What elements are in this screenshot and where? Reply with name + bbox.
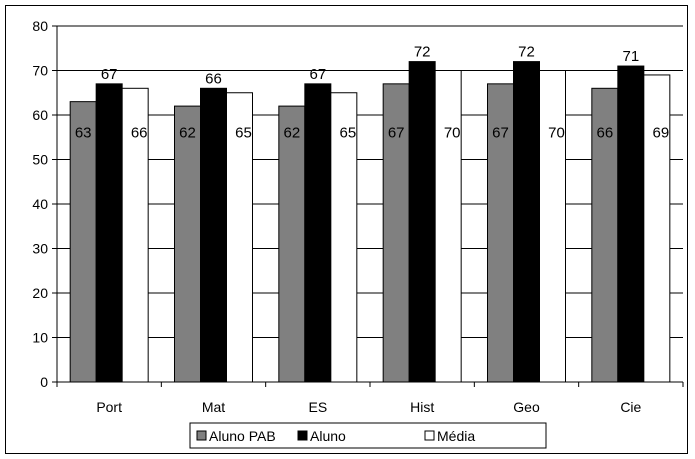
x-tick-label: Mat (202, 399, 225, 415)
y-tick-label: 20 (32, 285, 48, 301)
data-label: 72 (414, 44, 431, 61)
bar-aluno-cie (617, 65, 645, 383)
bar-m-dia-port (121, 87, 149, 383)
axes: 0 10 20 30 40 50 60 70 80 Port Mat ES Hist Geo Cie (32, 18, 684, 415)
legend-label: Média (437, 428, 475, 444)
data-label: 67 (101, 66, 118, 83)
data-label: 66 (596, 124, 613, 141)
data-label: 67 (492, 124, 509, 141)
bar-aluno-pab-hist (382, 83, 410, 383)
data-label: 65 (235, 124, 252, 141)
legend-swatch (424, 430, 435, 441)
y-tick-label: 40 (32, 196, 48, 212)
legend-label: Aluno (310, 428, 346, 444)
legend: Aluno PAB Aluno Média (189, 422, 547, 449)
bar-aluno-pab-cie (591, 87, 619, 383)
bar-aluno-es (304, 83, 332, 383)
y-tick-label: 30 (32, 241, 48, 257)
bar-aluno-pab-geo (487, 83, 514, 383)
legend-box (189, 422, 547, 449)
data-labels: 63 67 66 62 66 65 62 67 65 67 72 70 67 72 70 66 71 69 (75, 44, 669, 142)
data-label: 66 (205, 70, 222, 87)
x-tick-label: Cie (620, 399, 641, 415)
bar-aluno-pab-port (69, 101, 97, 383)
bar-m-dia-cie (643, 74, 671, 383)
data-label: 63 (75, 124, 92, 141)
y-tick-label: 0 (40, 374, 48, 390)
data-label: 69 (652, 124, 669, 141)
data-label: 62 (179, 124, 196, 141)
data-label: 67 (309, 66, 326, 83)
bar-m-dia-hist (434, 70, 462, 383)
bar-aluno-pab-es (278, 105, 306, 383)
x-tick-label: ES (308, 399, 327, 415)
bar-aluno-pab-mat (174, 105, 201, 383)
data-label: 66 (131, 124, 148, 141)
data-label: 65 (339, 124, 356, 141)
bar-aluno-mat (200, 87, 227, 383)
bar-aluno-port (95, 83, 123, 383)
bar-m-dia-mat (226, 92, 253, 383)
x-tick-label: Hist (410, 399, 434, 415)
bar-aluno-hist (408, 61, 436, 383)
data-label: 62 (283, 124, 300, 141)
y-tick-label: 60 (32, 107, 48, 123)
y-tick-label: 50 (32, 152, 48, 168)
data-label: 70 (548, 124, 565, 141)
legend-swatch (196, 430, 207, 441)
data-label: 72 (518, 44, 535, 61)
bar-m-dia-geo (539, 70, 566, 383)
x-tick-label: Geo (513, 399, 540, 415)
bars (69, 61, 671, 383)
legend-label: Aluno PAB (209, 428, 276, 444)
y-tick-label: 70 (32, 63, 48, 79)
data-label: 67 (388, 124, 405, 141)
bar-m-dia-es (330, 92, 358, 383)
bar-aluno-geo (513, 61, 540, 383)
legend-swatch (297, 430, 308, 441)
y-tick-label: 80 (32, 18, 48, 34)
y-tick-label: 10 (32, 330, 48, 346)
data-label: 70 (444, 124, 461, 141)
x-tick-label: Port (96, 399, 122, 415)
gridlines (57, 25, 683, 382)
data-label: 71 (622, 48, 639, 65)
